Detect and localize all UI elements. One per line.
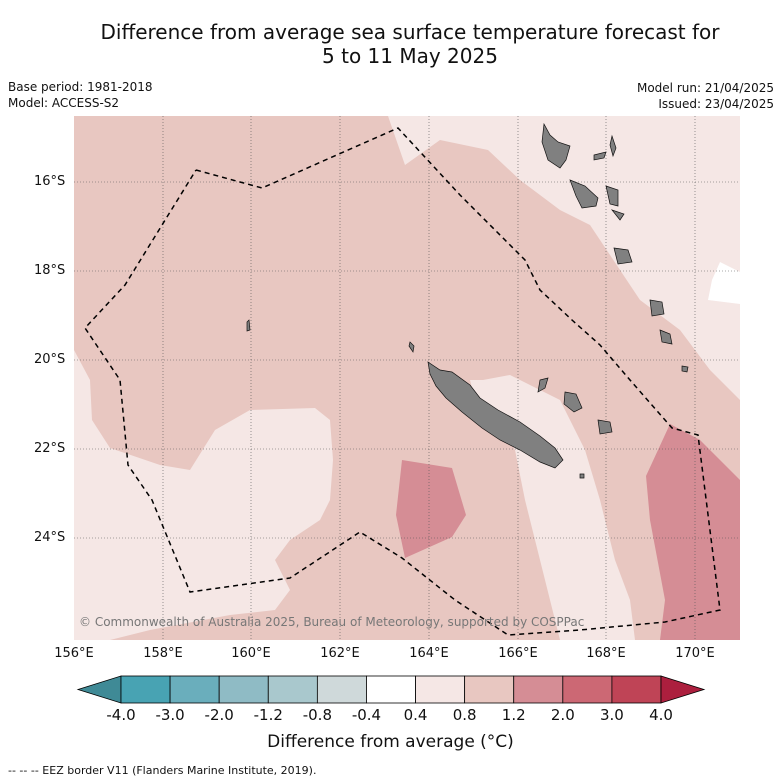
colorbar-tick-label: -3.0 xyxy=(155,706,184,724)
vanuatu-erromango xyxy=(650,300,664,316)
lat-tick-22s: 22°S xyxy=(34,441,65,456)
loyalty-island-mare xyxy=(598,420,612,434)
lon-tick-170e: 170°E xyxy=(675,646,715,661)
colorbar-tick-label: 0.4 xyxy=(404,706,428,724)
sst-map: © Commonwealth of Australia 2025, Bureau… xyxy=(0,0,781,781)
lat-tick-18s: 18°S xyxy=(34,263,65,278)
colorbar-tick-label: -0.8 xyxy=(303,706,332,724)
colorbar-tick-label: -0.4 xyxy=(352,706,381,724)
copyright-notice: © Commonwealth of Australia 2025, Bureau… xyxy=(79,615,584,629)
lon-tick-158e: 158°E xyxy=(143,646,183,661)
eez-border-note: -- -- -- EEZ border V11 (Flanders Marine… xyxy=(8,764,316,777)
colorbar-tick-label: -4.0 xyxy=(106,706,135,724)
colorbar-tick-label: 3.0 xyxy=(600,706,624,724)
lon-tick-162e: 162°E xyxy=(320,646,360,661)
colorbar-tick-label: 1.2 xyxy=(502,706,526,724)
colorbar-tick-label: 2.0 xyxy=(551,706,575,724)
lat-tick-16s: 16°S xyxy=(34,174,65,189)
lon-tick-168e: 168°E xyxy=(586,646,626,661)
colorbar-tick-label: 4.0 xyxy=(649,706,673,724)
colorbar-tick-label: 0.8 xyxy=(453,706,477,724)
walpole-island xyxy=(580,474,584,478)
colorbar-tick-label: -1.2 xyxy=(254,706,283,724)
lat-tick-20s: 20°S xyxy=(34,352,65,367)
colorbar-tick-label: -2.0 xyxy=(205,706,234,724)
lon-tick-160e: 160°E xyxy=(231,646,271,661)
lon-tick-164e: 164°E xyxy=(409,646,449,661)
lat-tick-24s: 24°S xyxy=(34,530,65,545)
lon-tick-166e: 166°E xyxy=(498,646,538,661)
lon-tick-156e: 156°E xyxy=(54,646,94,661)
colorbar-label: Difference from average (°C) xyxy=(0,732,781,752)
vanuatu-aneityum xyxy=(682,366,688,372)
